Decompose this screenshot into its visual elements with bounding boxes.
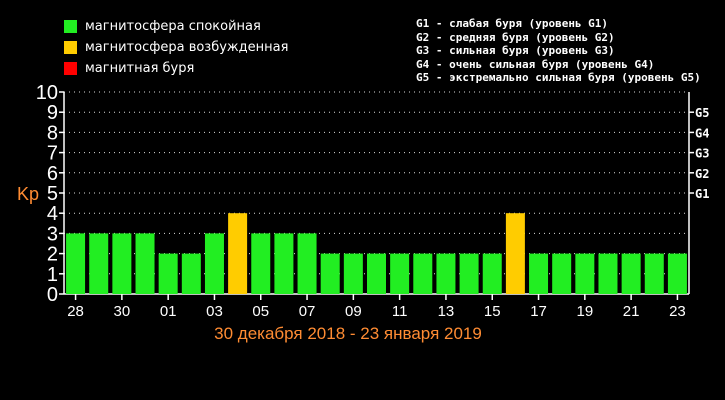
kp-bar — [575, 253, 595, 294]
legend-swatch-excited — [64, 41, 77, 54]
kp-bar — [413, 253, 433, 294]
activity-legend: магнитосфера спокойная магнитосфера возб… — [64, 16, 288, 79]
x-tick-label: 30 — [114, 303, 131, 320]
kp-bar — [482, 253, 502, 294]
storm-level-g1: G1 - слабая буря (уровень G1) — [416, 17, 609, 30]
legend-item-calm: магнитосфера спокойная — [64, 16, 288, 37]
x-tick-label: 05 — [252, 303, 269, 320]
kp-bar — [251, 233, 271, 294]
legend-label-calm: магнитосфера спокойная — [85, 19, 261, 34]
x-tick-label: 17 — [530, 303, 547, 320]
x-tick-label: 13 — [438, 303, 455, 320]
kp-bar — [181, 253, 201, 294]
legend-swatch-storm — [64, 62, 77, 75]
kp-bar — [297, 233, 317, 294]
kp-bar — [66, 233, 86, 294]
kp-bar — [367, 253, 386, 294]
legend-label-storm: магнитная буря — [85, 61, 195, 76]
kp-bar — [135, 233, 155, 294]
right-axis-label-g3: G3 — [695, 147, 709, 161]
storm-level-g5: G5 - экстремально сильная буря (уровень … — [416, 71, 701, 84]
kp-bar — [343, 253, 363, 294]
kp-bar — [390, 253, 410, 294]
x-tick-label: 09 — [345, 303, 362, 320]
x-tick-label: 15 — [484, 303, 501, 320]
storm-level-g3: G3 - сильная буря (уровень G3) — [416, 44, 615, 57]
kp-bar — [459, 253, 479, 294]
kp-bar — [505, 213, 525, 294]
right-axis-label-g2: G2 — [695, 167, 709, 181]
kp-bar — [436, 253, 456, 294]
y-tick-label: 1 — [47, 264, 58, 286]
y-tick-label: 9 — [47, 102, 58, 124]
kp-bar — [204, 233, 224, 294]
kp-bar — [621, 253, 641, 294]
kp-bar — [644, 253, 664, 294]
y-tick-label: 2 — [47, 244, 58, 266]
kp-bar — [598, 253, 618, 294]
legend-label-excited: магнитосфера возбужденная — [85, 40, 289, 55]
y-tick-label: 5 — [47, 183, 58, 205]
y-tick-label: 4 — [47, 203, 58, 225]
y-tick-label: 6 — [47, 163, 58, 185]
legend-item-excited: магнитосфера возбужденная — [64, 37, 288, 58]
storm-level-g4: G4 - очень сильная буря (уровень G4) — [416, 57, 655, 71]
x-tick-label: 19 — [576, 303, 593, 320]
legend-item-storm: магнитная буря — [64, 58, 288, 79]
y-tick-label: 7 — [47, 143, 58, 165]
kp-bar — [667, 253, 687, 294]
x-tick-label: 07 — [299, 303, 316, 320]
x-tick-label: 11 — [392, 303, 408, 320]
storm-level-legend: G1 - слабая буря (уровень G1) G2 - средн… — [416, 17, 701, 85]
kp-bar — [228, 213, 248, 294]
kp-bar — [158, 253, 178, 294]
kp-bar — [89, 233, 109, 294]
kp-bar — [529, 253, 549, 294]
kp-bar — [320, 253, 340, 294]
x-tick-label: 03 — [206, 303, 223, 320]
right-axis-label-g1: G1 — [695, 187, 709, 201]
y-axis-title: Kp — [17, 184, 39, 204]
x-tick-label: 23 — [669, 303, 686, 320]
y-tick-label: 8 — [47, 122, 58, 144]
y-tick-label: 0 — [47, 284, 58, 306]
y-tick-label: 3 — [47, 223, 58, 245]
right-axis-label-g4: G4 — [695, 126, 709, 140]
legend-swatch-calm — [64, 20, 77, 33]
date-range-label: 30 декабря 2018 - 23 января 2019 — [214, 324, 482, 343]
right-axis-label-g5: G5 — [695, 106, 709, 120]
y-tick-label: 10 — [36, 82, 58, 104]
x-tick-label: 01 — [160, 303, 177, 320]
x-tick-label: 21 — [623, 303, 640, 320]
kp-bar — [274, 233, 294, 294]
x-tick-label: 28 — [67, 303, 84, 320]
kp-bar — [112, 233, 132, 294]
storm-level-g2: G2 - средняя буря (уровень G2) — [416, 30, 615, 44]
kp-bar — [552, 253, 572, 294]
